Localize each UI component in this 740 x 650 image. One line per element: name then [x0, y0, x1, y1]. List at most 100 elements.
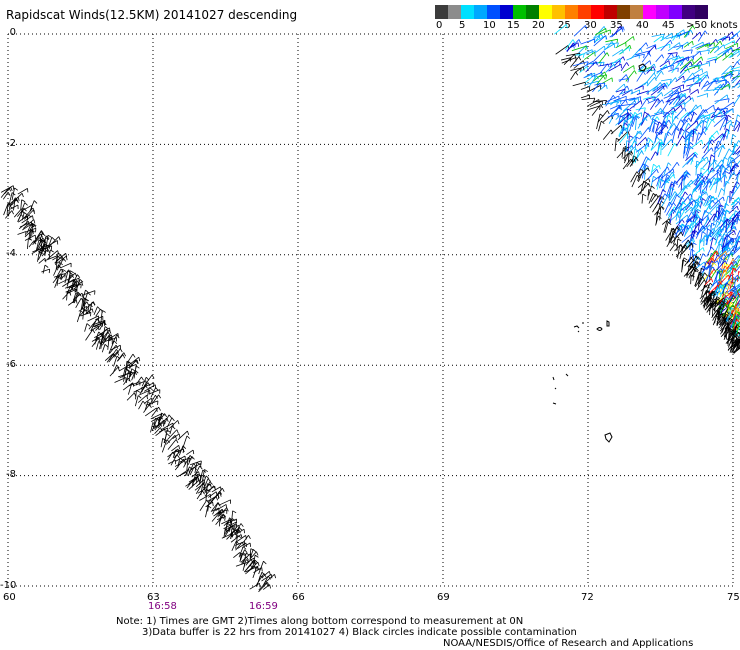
wind-barb — [620, 89, 633, 95]
wind-barb — [151, 406, 161, 418]
wind-barb — [682, 77, 695, 83]
map-title: Rapidscat Winds(12.5KM) 20141027 descend… — [6, 8, 298, 22]
wind-barb — [680, 239, 691, 250]
wind-barb — [619, 133, 630, 144]
wind-barb — [701, 147, 714, 159]
island-outlines — [552, 63, 647, 443]
wind-barb — [24, 234, 36, 241]
colorbar-swatch — [604, 5, 617, 19]
colorbar-swatch — [591, 5, 604, 19]
wind-barb — [700, 169, 710, 177]
wind-barb — [737, 263, 740, 267]
wind-barb — [598, 63, 612, 68]
wind-barb — [728, 214, 740, 226]
wind-barb — [675, 224, 683, 238]
wind-barb — [652, 82, 663, 92]
wind-barb — [724, 237, 737, 247]
colorbar-label: 35 — [610, 20, 623, 31]
wind-barb — [701, 284, 708, 297]
wind-barb — [218, 499, 231, 506]
wind-barb — [673, 44, 684, 50]
wind-barb — [573, 25, 588, 37]
wind-barb — [634, 150, 645, 162]
wind-barb — [580, 94, 591, 100]
lat-label: 0 — [9, 27, 16, 38]
wind-barb — [650, 151, 659, 161]
wind-barb — [715, 250, 728, 262]
wind-barb — [731, 61, 740, 70]
wind-barb — [687, 176, 701, 188]
wind-barb — [733, 121, 740, 132]
wind-barb — [714, 94, 729, 105]
wind-barb — [651, 33, 665, 39]
wind-barb — [173, 448, 185, 459]
wind-barb — [724, 328, 732, 339]
wind-barb — [641, 193, 647, 204]
wind-barb — [676, 93, 687, 101]
wind-barb — [56, 276, 62, 286]
wind-barb — [602, 77, 613, 84]
wind-barb — [726, 123, 734, 140]
wind-barb — [711, 300, 717, 317]
wind-barb — [714, 146, 719, 162]
wind-barb — [676, 244, 688, 258]
wind-barb — [138, 400, 146, 410]
wind-barb — [681, 257, 688, 270]
wind-barb — [84, 308, 94, 315]
wind-barb — [100, 310, 106, 323]
wind-barb — [714, 133, 725, 142]
wind-barb — [713, 110, 723, 119]
wind-barb — [242, 535, 251, 543]
wind-barb — [725, 42, 739, 50]
wind-barb — [714, 196, 725, 204]
wind-barb — [663, 92, 679, 99]
island-outline — [604, 432, 613, 443]
wind-barb — [653, 35, 664, 43]
wind-barb — [591, 104, 603, 116]
wind-barb — [677, 95, 692, 106]
wind-barb — [166, 434, 177, 445]
wind-barbs-right-swath — [554, 24, 740, 354]
wind-barb — [690, 56, 704, 67]
wind-barb — [706, 160, 717, 171]
wind-barb — [709, 222, 716, 237]
wind-barb — [681, 111, 693, 123]
wind-barb — [716, 219, 725, 228]
wind-barb — [650, 193, 659, 203]
wind-barb — [724, 327, 730, 338]
wind-barb — [677, 191, 688, 206]
wind-barb — [657, 84, 668, 94]
wind-barb — [685, 29, 693, 38]
wind-barb — [607, 112, 619, 118]
colorbar-label: 40 — [636, 20, 649, 31]
wind-barb — [733, 319, 740, 331]
wind-barb — [737, 94, 740, 97]
wind-barb — [635, 142, 650, 153]
wind-barb — [4, 186, 13, 195]
wind-barb — [660, 141, 666, 156]
wind-barb — [688, 64, 701, 69]
wind-barb — [694, 156, 709, 168]
wind-barb — [717, 230, 729, 244]
wind-barb — [189, 460, 202, 466]
wind-barb — [17, 188, 29, 195]
colorbar-swatch — [500, 5, 513, 19]
wind-barb — [725, 263, 730, 279]
colorbar-labels: 0 5 10 15 20 25 30 35 40 45 >50 knots — [0, 20, 740, 34]
wind-barb — [205, 489, 211, 502]
wind-barb — [234, 528, 245, 536]
wind-barb — [66, 291, 71, 301]
wind-barb — [659, 193, 668, 204]
wind-barb — [736, 58, 740, 63]
wind-barb — [681, 234, 693, 243]
wind-barb — [722, 71, 734, 77]
wind-barb — [648, 193, 657, 204]
wind-barb — [688, 248, 695, 262]
wind-barb — [112, 364, 120, 374]
wind-barb — [570, 67, 582, 72]
wind-barb — [598, 29, 611, 35]
wind-barb — [729, 261, 738, 269]
wind-barb — [625, 140, 631, 152]
wind-barb — [611, 26, 625, 38]
wind-barb — [596, 75, 606, 85]
